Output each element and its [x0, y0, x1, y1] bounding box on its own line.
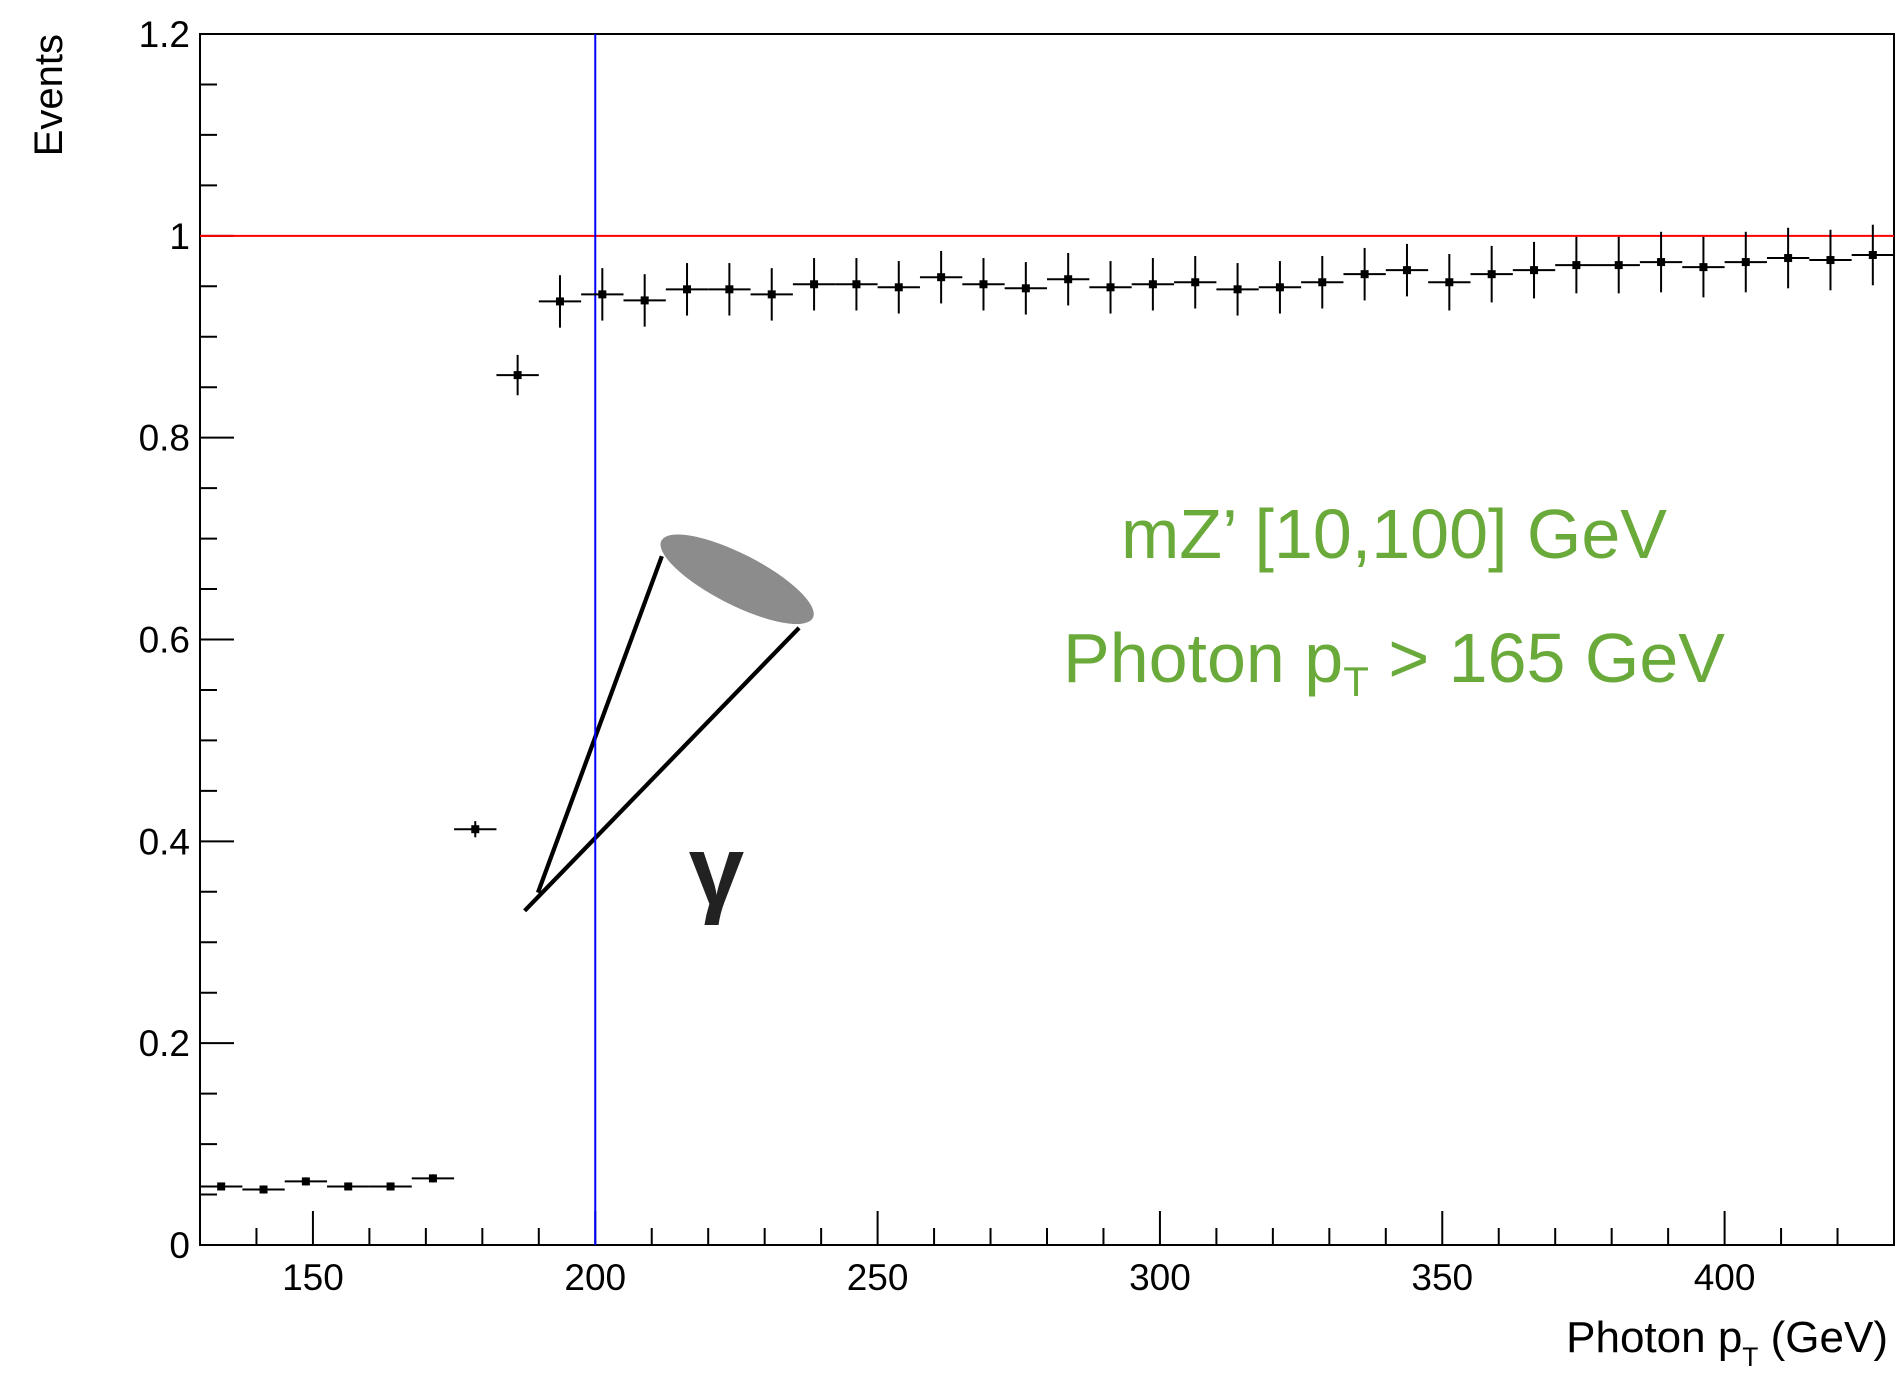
- data-point: [1572, 261, 1581, 270]
- data-point: [1360, 270, 1369, 279]
- photon-cone: γ: [523, 534, 814, 927]
- data-point: [979, 280, 988, 289]
- x-tick-label: 200: [564, 1257, 626, 1298]
- y-tick-label: 0.4: [139, 821, 190, 862]
- y-tick-label: 1: [169, 216, 190, 257]
- data-point: [725, 285, 734, 294]
- data-point: [1233, 285, 1242, 294]
- data-point: [640, 296, 649, 305]
- data-point: [1699, 263, 1708, 272]
- data-point: [1826, 256, 1835, 265]
- data-point: [683, 285, 692, 294]
- x-tick-label: 300: [1129, 1257, 1191, 1298]
- data-point: [555, 297, 564, 306]
- y-tick-label: 1.2: [139, 14, 190, 55]
- data-point: [1784, 254, 1793, 263]
- data-point: [937, 273, 946, 282]
- text-part: > 165 GeV: [1369, 619, 1725, 697]
- data-point: [471, 825, 480, 834]
- data-point: [1402, 266, 1411, 275]
- data-point: [852, 280, 861, 289]
- x-tick-label: 350: [1411, 1257, 1473, 1298]
- data-point: [598, 290, 607, 299]
- text-part: mZ’ [10,100] GeV: [1121, 495, 1667, 573]
- data-point: [1191, 278, 1200, 287]
- data-point: [513, 371, 522, 380]
- data-point: [428, 1174, 437, 1183]
- y-tick-label: 0.6: [139, 620, 190, 661]
- cone-label: γ: [689, 816, 744, 927]
- y-tick-label: 0: [169, 1225, 190, 1266]
- data-point: [1275, 283, 1284, 292]
- data-point: [1148, 280, 1157, 289]
- x-tick-label: 250: [847, 1257, 909, 1298]
- annotation: Photon pT > 165 GeV: [1063, 619, 1725, 705]
- data-point: [1741, 258, 1750, 267]
- data-point: [301, 1177, 310, 1186]
- data-point: [1106, 283, 1115, 292]
- y-tick-label: 0.8: [139, 418, 190, 459]
- x-axis-label: Photon pT (GeV): [1566, 1313, 1888, 1372]
- data-point: [1445, 278, 1454, 287]
- subscript: T: [1343, 658, 1369, 705]
- data-point: [1868, 251, 1877, 260]
- data-point: [1487, 270, 1496, 279]
- data-point: [1318, 278, 1327, 287]
- x-tick-label: 150: [282, 1257, 344, 1298]
- data-point: [1614, 261, 1623, 270]
- subscript: T: [1742, 1342, 1758, 1372]
- data-point: [386, 1182, 395, 1191]
- data-point: [217, 1182, 226, 1191]
- y-axis-label: Events: [27, 34, 71, 156]
- text-part: Photon p: [1566, 1313, 1742, 1362]
- text-part: (GeV): [1758, 1313, 1888, 1362]
- data-point: [767, 290, 776, 299]
- data-point: [1530, 266, 1539, 275]
- data-point: [1657, 258, 1666, 267]
- data-point: [1021, 284, 1030, 293]
- y-tick-label: 0.2: [139, 1023, 190, 1064]
- data-point: [259, 1185, 268, 1194]
- data-point: [894, 283, 903, 292]
- data-point: [810, 280, 819, 289]
- annotation: mZ’ [10,100] GeV: [1121, 495, 1667, 573]
- text-part: Photon p: [1063, 619, 1343, 697]
- x-tick-label: 400: [1694, 1257, 1756, 1298]
- data-point: [1064, 275, 1073, 284]
- data-point: [344, 1182, 353, 1191]
